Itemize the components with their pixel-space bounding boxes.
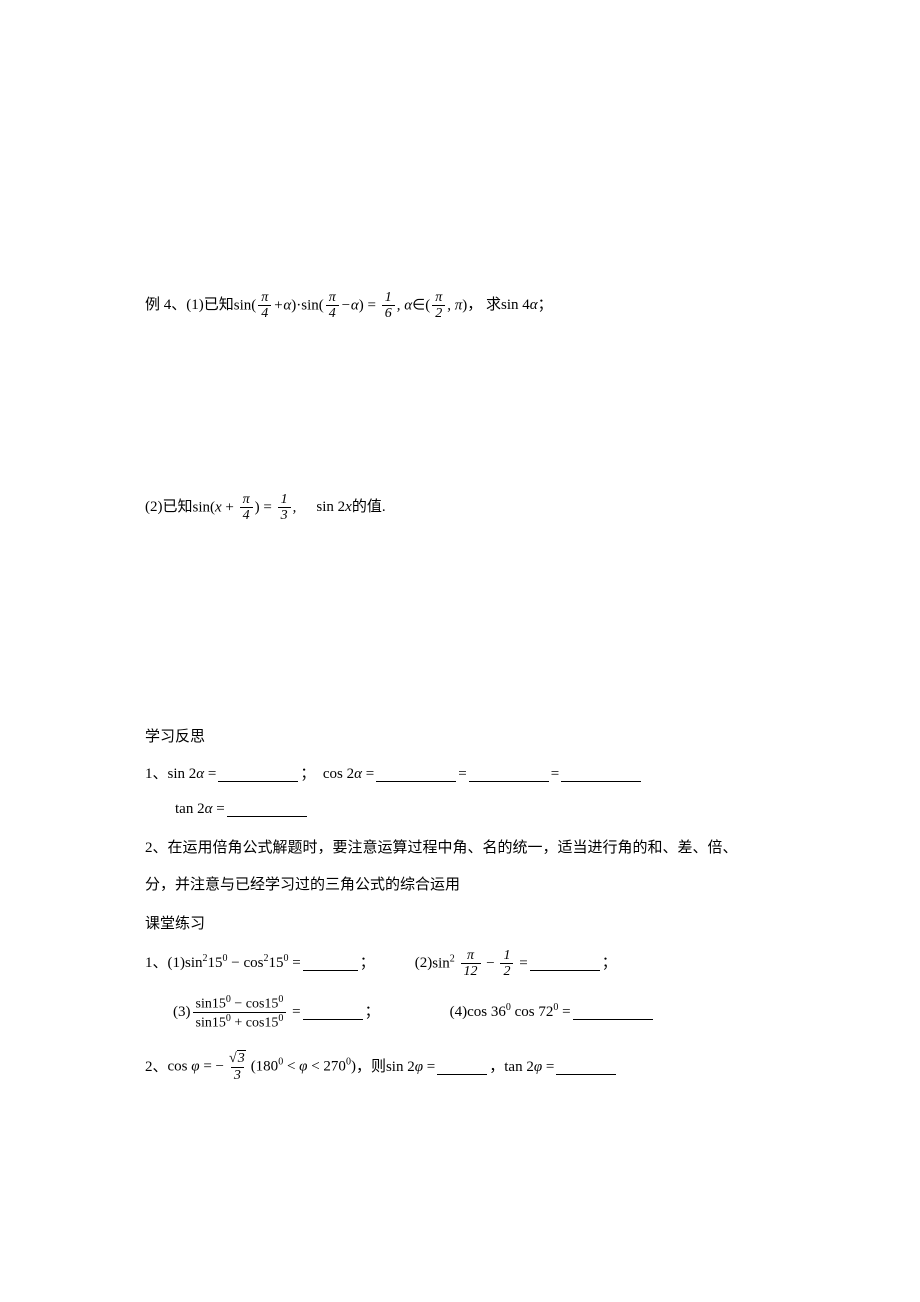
eq1: = (458, 761, 466, 788)
cos2a-label: ； (300, 761, 323, 788)
formula-part2: sin(x + π4) = 13, (193, 492, 297, 524)
e2-label: (2) (415, 950, 433, 977)
blank-e4 (573, 1005, 653, 1020)
p2-comma: ， (489, 1054, 504, 1081)
sin2a-formula: sin 2α = (168, 761, 217, 788)
e3-formula: sin150 − cos150 sin150 + cos150 = (191, 994, 301, 1031)
example4-label: 例 4、 (145, 292, 186, 319)
blank-cos2a-2 (469, 767, 549, 782)
ex1-prefix: 1、 (145, 950, 168, 977)
blank-sin2p (437, 1060, 487, 1075)
blank-sin2a (218, 767, 298, 782)
part2-label: (2)已知 (145, 494, 193, 521)
eq2: = (551, 761, 559, 788)
exercise-1-2: (2) sin2 π12 − 12 = ； (415, 948, 617, 980)
reflection-item2: 2、在运用倍角公式解题时，要注意运算过程中角、名的统一，适当进行角的和、差、倍、 (145, 835, 775, 862)
exercise-1-4: (4) cos 360 cos 720 = (450, 999, 655, 1026)
sin2x: sin 2x (316, 494, 351, 521)
example4-part2: (2)已知 sin(x + π4) = 13, sin 2x 的值. (145, 492, 775, 524)
exercise-1-1: 1、 (1) sin2150 − cos2150 = ； (145, 950, 375, 977)
formula-sin-plus: sin(π4+α)·sin(π4−α) = 16, α∈(π2, π) (234, 290, 467, 322)
ex2-prefix: 2、 (145, 1054, 168, 1081)
exercise-row-1: 1、 (1) sin2150 − cos2150 = ； (2) sin2 π1… (145, 948, 775, 980)
e3-label: (3) (173, 999, 191, 1026)
blank-e3 (303, 1005, 363, 1020)
blank-cos2a-3 (561, 767, 641, 782)
p2-sin2p: sin 2φ = (386, 1054, 435, 1081)
e4-formula: cos 360 cos 720 = (467, 999, 570, 1026)
part2-tail: 的值. (352, 494, 386, 521)
blank-e2 (530, 956, 600, 971)
part1-label: (1)已知 (186, 292, 234, 319)
e1-label: (1) (168, 950, 186, 977)
blank-tan2p (556, 1060, 616, 1075)
exercise-row-2: (3) sin150 − cos150 sin150 + cos150 = ； … (145, 994, 775, 1031)
exercise-1-3: (3) sin150 − cos150 sin150 + cos150 = ； (173, 994, 380, 1031)
sin4a: sin 4α (501, 292, 538, 319)
e2-semi: ； (602, 950, 617, 977)
blank-cos2a-1 (376, 767, 456, 782)
p2-formula: cos φ = −33(1800 < φ < 2700) (168, 1051, 356, 1083)
exercises-header: 课堂练习 (145, 911, 775, 938)
cos2a-formula: cos 2α = (323, 761, 374, 788)
example4-part1: 例 4、 (1)已知 sin(π4+α)·sin(π4−α) = 16, α∈(… (145, 290, 775, 322)
part1-end: ； (538, 292, 553, 319)
p2-tan2p: tan 2φ = (504, 1054, 554, 1081)
e1-semi: ； (360, 950, 375, 977)
exercise-2: 2、 cos φ = −33(1800 < φ < 2700) ，则 sin 2… (145, 1051, 775, 1083)
reflection-header: 学习反思 (145, 724, 775, 751)
e4-label: (4) (450, 999, 468, 1026)
reflection-item1: 1、 sin 2α = ； cos 2α = = = (145, 761, 775, 788)
blank-tan2a (227, 802, 307, 817)
blank-e1 (303, 956, 358, 971)
p2-then: ，则 (356, 1054, 386, 1081)
reflection-tan: tan 2α = (145, 796, 775, 823)
e3-semi: ； (365, 999, 380, 1026)
e2-formula: sin2 π12 − 12 = (432, 948, 527, 980)
tan2a-formula: tan 2α = (175, 796, 225, 823)
part1-tail: ， 求 (467, 292, 501, 319)
reflection-item2-cont: 分，并注意与已经学习过的三角公式的综合运用 (145, 872, 775, 899)
r1-prefix: 1、 (145, 761, 168, 788)
e1-formula: sin2150 − cos2150 = (185, 950, 301, 977)
